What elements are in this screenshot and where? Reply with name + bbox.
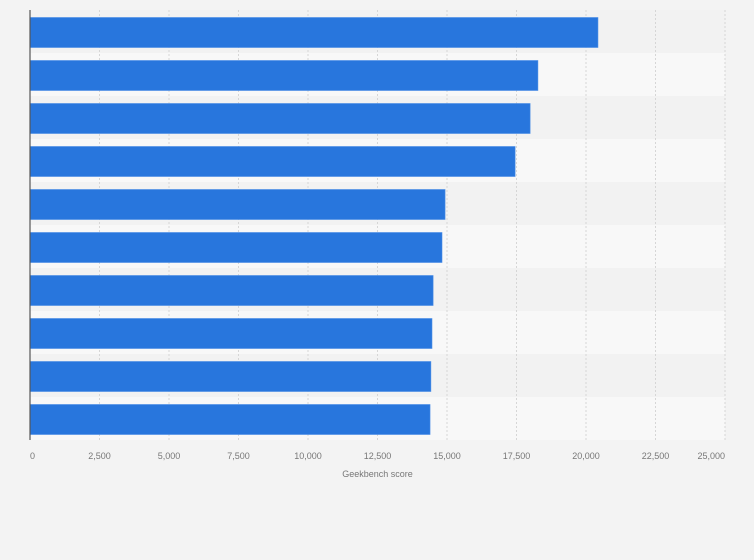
x-tick-label: 25,000	[697, 451, 725, 461]
x-tick-label: 17,500	[503, 451, 531, 461]
x-tick-label: 22,500	[642, 451, 670, 461]
x-tick-label: 12,500	[364, 451, 392, 461]
x-tick-label: 10,000	[294, 451, 322, 461]
bar[interactable]	[29, 361, 432, 392]
bar[interactable]	[29, 318, 433, 349]
bar[interactable]	[29, 404, 431, 435]
x-tick-label: 5,000	[158, 451, 181, 461]
bar[interactable]	[29, 60, 539, 91]
x-tick-label: 7,500	[227, 451, 250, 461]
x-axis-label: Geekbench score	[342, 469, 413, 479]
bar[interactable]	[29, 275, 434, 306]
bar[interactable]	[29, 17, 599, 48]
bar[interactable]	[29, 232, 443, 263]
x-tick-label: 0	[30, 451, 35, 461]
x-axis-ticks: 0 2,500 5,000 7,500 10,000 12,500 15,000 17,500…	[30, 451, 725, 461]
bars	[29, 17, 599, 435]
x-tick-label: 15,000	[433, 451, 461, 461]
x-tick-label: 2,500	[88, 451, 111, 461]
bar[interactable]	[29, 146, 516, 177]
bar[interactable]	[29, 103, 531, 134]
x-tick-label: 20,000	[572, 451, 600, 461]
bar[interactable]	[29, 189, 446, 220]
